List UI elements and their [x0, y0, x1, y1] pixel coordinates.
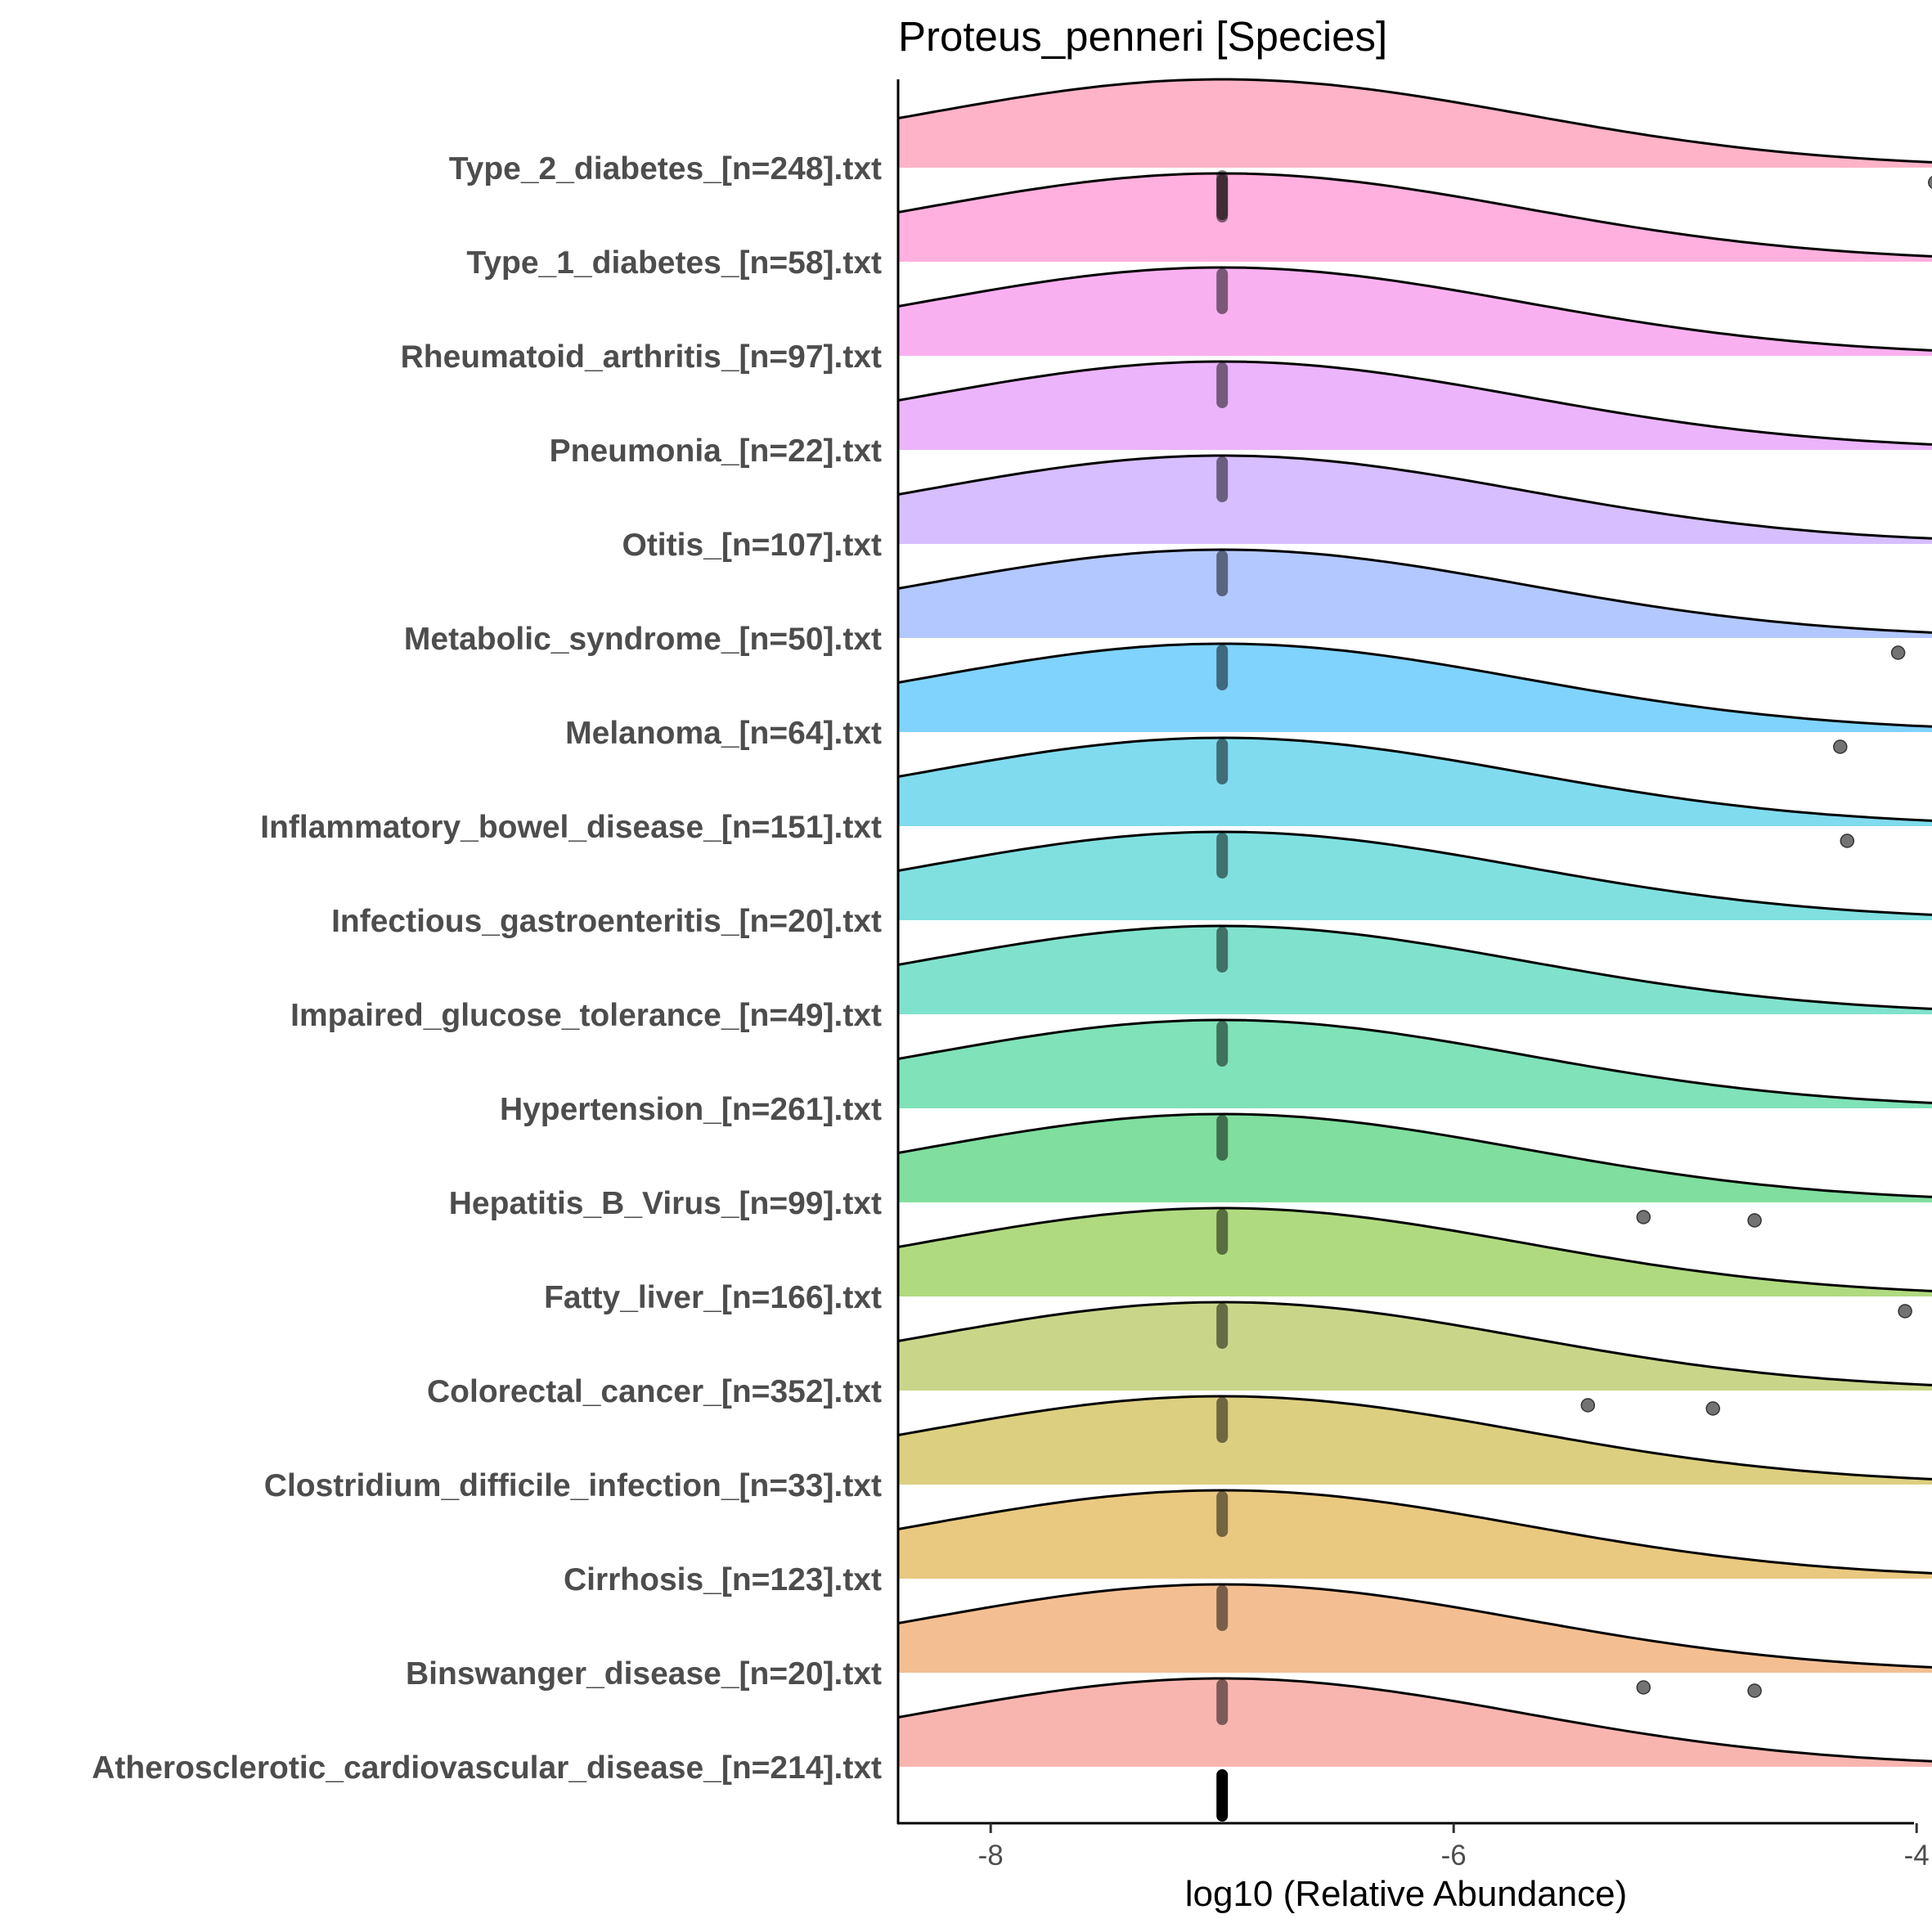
ridge-line-1: [897, 172, 1932, 258]
ridge-line-3: [897, 360, 1932, 446]
y-label-11: Hepatitis_B_Virus_[n=99].txt: [449, 1186, 882, 1221]
y-axis-labels: Type_2_diabetes_[n=248].txt Type_1_diabet…: [92, 151, 882, 1786]
ridge-line-17: [897, 1677, 1932, 1763]
outlier-point: [1898, 1304, 1912, 1319]
ridge-fill-12: [898, 1208, 1932, 1296]
ridge-fill-11: [898, 1114, 1932, 1202]
y-label-14: Clostridium_difficile_infection_[n=33].t…: [264, 1468, 882, 1503]
ridge-line-7: [897, 736, 1932, 822]
outlier-point: [1636, 1210, 1651, 1224]
ridge-fill-2: [898, 267, 1932, 356]
y-label-7: Inflammatory_bowel_disease_[n=151].txt: [260, 810, 882, 845]
x-tick-label: -4: [1904, 1840, 1930, 1871]
outlier-point: [1890, 645, 1906, 660]
x-tick-label: -6: [1441, 1840, 1467, 1871]
ridge-14: [897, 1395, 1932, 1485]
outlier-point: [1928, 176, 1932, 189]
ridge-10: [897, 1018, 1932, 1108]
ridge-fill-4: [898, 456, 1932, 544]
ridge-fill-15: [898, 1490, 1932, 1579]
y-label-12: Fatty_liver_[n=166].txt: [544, 1280, 882, 1315]
ridge-fill-7: [898, 738, 1932, 826]
y-label-3: Pneumonia_[n=22].txt: [550, 434, 882, 469]
y-label-13: Colorectal_cancer_[n=352].txt: [427, 1374, 882, 1409]
ridge-13: [897, 1301, 1932, 1416]
ridge-9: [897, 924, 1932, 1014]
ridge-15: [897, 1489, 1932, 1579]
ridge-fill-14: [898, 1396, 1932, 1485]
y-label-8: Infectious_gastroenteritis_[n=20].txt: [331, 904, 882, 939]
outlier-point: [1747, 1213, 1762, 1228]
y-label-10: Hypertension_[n=261].txt: [500, 1092, 882, 1127]
x-axis: -8-6-4-20: [978, 1823, 1930, 1871]
ridge-3: [897, 360, 1932, 450]
ridge-line-11: [897, 1112, 1932, 1198]
ridge-line-15: [897, 1489, 1932, 1575]
outlier-point: [1705, 1401, 1720, 1416]
ridge-8: [897, 830, 1932, 920]
ridge-line-9: [897, 924, 1932, 1010]
ridge-fill-0: [898, 79, 1932, 168]
ridge-fill-5: [898, 550, 1932, 638]
ridge-line-13: [897, 1301, 1932, 1386]
ridge-17: [897, 1677, 1932, 1767]
ridge-fill-10: [898, 1020, 1932, 1108]
y-label-0: Type_2_diabetes_[n=248].txt: [449, 151, 882, 186]
ridge-16: [897, 1583, 1932, 1698]
ridge-line-14: [897, 1395, 1932, 1480]
ridge-5: [897, 548, 1932, 660]
x-tick-label: -8: [978, 1840, 1004, 1871]
ridge-fill-6: [898, 644, 1932, 732]
outlier-point: [1636, 1680, 1651, 1695]
ridge-line-16: [897, 1583, 1932, 1669]
ridge-fill-8: [898, 832, 1932, 920]
outlier-point: [1833, 739, 1848, 754]
ridge-11: [897, 1112, 1932, 1228]
ridge-fill-9: [898, 926, 1932, 1014]
y-label-1: Type_1_diabetes_[n=58].txt: [466, 245, 882, 281]
y-label-4: Otitis_[n=107].txt: [622, 528, 882, 563]
y-label-9: Impaired_glucose_tolerance_[n=49].txt: [290, 998, 882, 1033]
ridge-line-12: [897, 1206, 1932, 1292]
ridge-fill-16: [898, 1584, 1932, 1673]
ridge-line-0: [897, 78, 1932, 164]
ridge-line-8: [897, 830, 1932, 916]
ridge-fill-1: [898, 173, 1932, 262]
y-label-15: Cirrhosis_[n=123].txt: [564, 1562, 882, 1597]
y-label-6: Melanoma_[n=64].txt: [565, 716, 882, 751]
ridge-line-5: [897, 548, 1932, 634]
ridge-line-2: [897, 266, 1932, 352]
x-axis-label: log10 (Relative Abundance): [1185, 1874, 1628, 1914]
ridge-1: [897, 172, 1932, 262]
ridge-12: [897, 1206, 1932, 1319]
ridge-line-4: [897, 454, 1932, 540]
ridge-2: [897, 266, 1932, 356]
ridge-7: [897, 736, 1932, 848]
y-label-17: Atherosclerotic_cardiovascular_disease_[…: [92, 1750, 882, 1786]
ridge-line-10: [897, 1018, 1932, 1104]
ridge-fill-13: [898, 1302, 1932, 1391]
chart-title: Proteus_penneri [Species]: [898, 13, 1387, 60]
ridge-0: [897, 78, 1932, 189]
outlier-point: [1747, 1683, 1762, 1698]
y-label-2: Rheumatoid_arthritis_[n=97].txt: [401, 339, 882, 375]
ridge-line-6: [897, 642, 1932, 728]
ridges: [897, 78, 1932, 1822]
y-label-5: Metabolic_syndrome_[n=50].txt: [404, 622, 882, 657]
ridge-4: [897, 454, 1932, 544]
y-label-16: Binswanger_disease_[n=20].txt: [406, 1656, 882, 1692]
outlier-point: [1580, 1398, 1596, 1413]
ridge-fill-3: [898, 362, 1932, 450]
ridge-fill-17: [898, 1678, 1932, 1767]
outlier-point: [1840, 833, 1855, 848]
ridge-6: [897, 642, 1932, 754]
